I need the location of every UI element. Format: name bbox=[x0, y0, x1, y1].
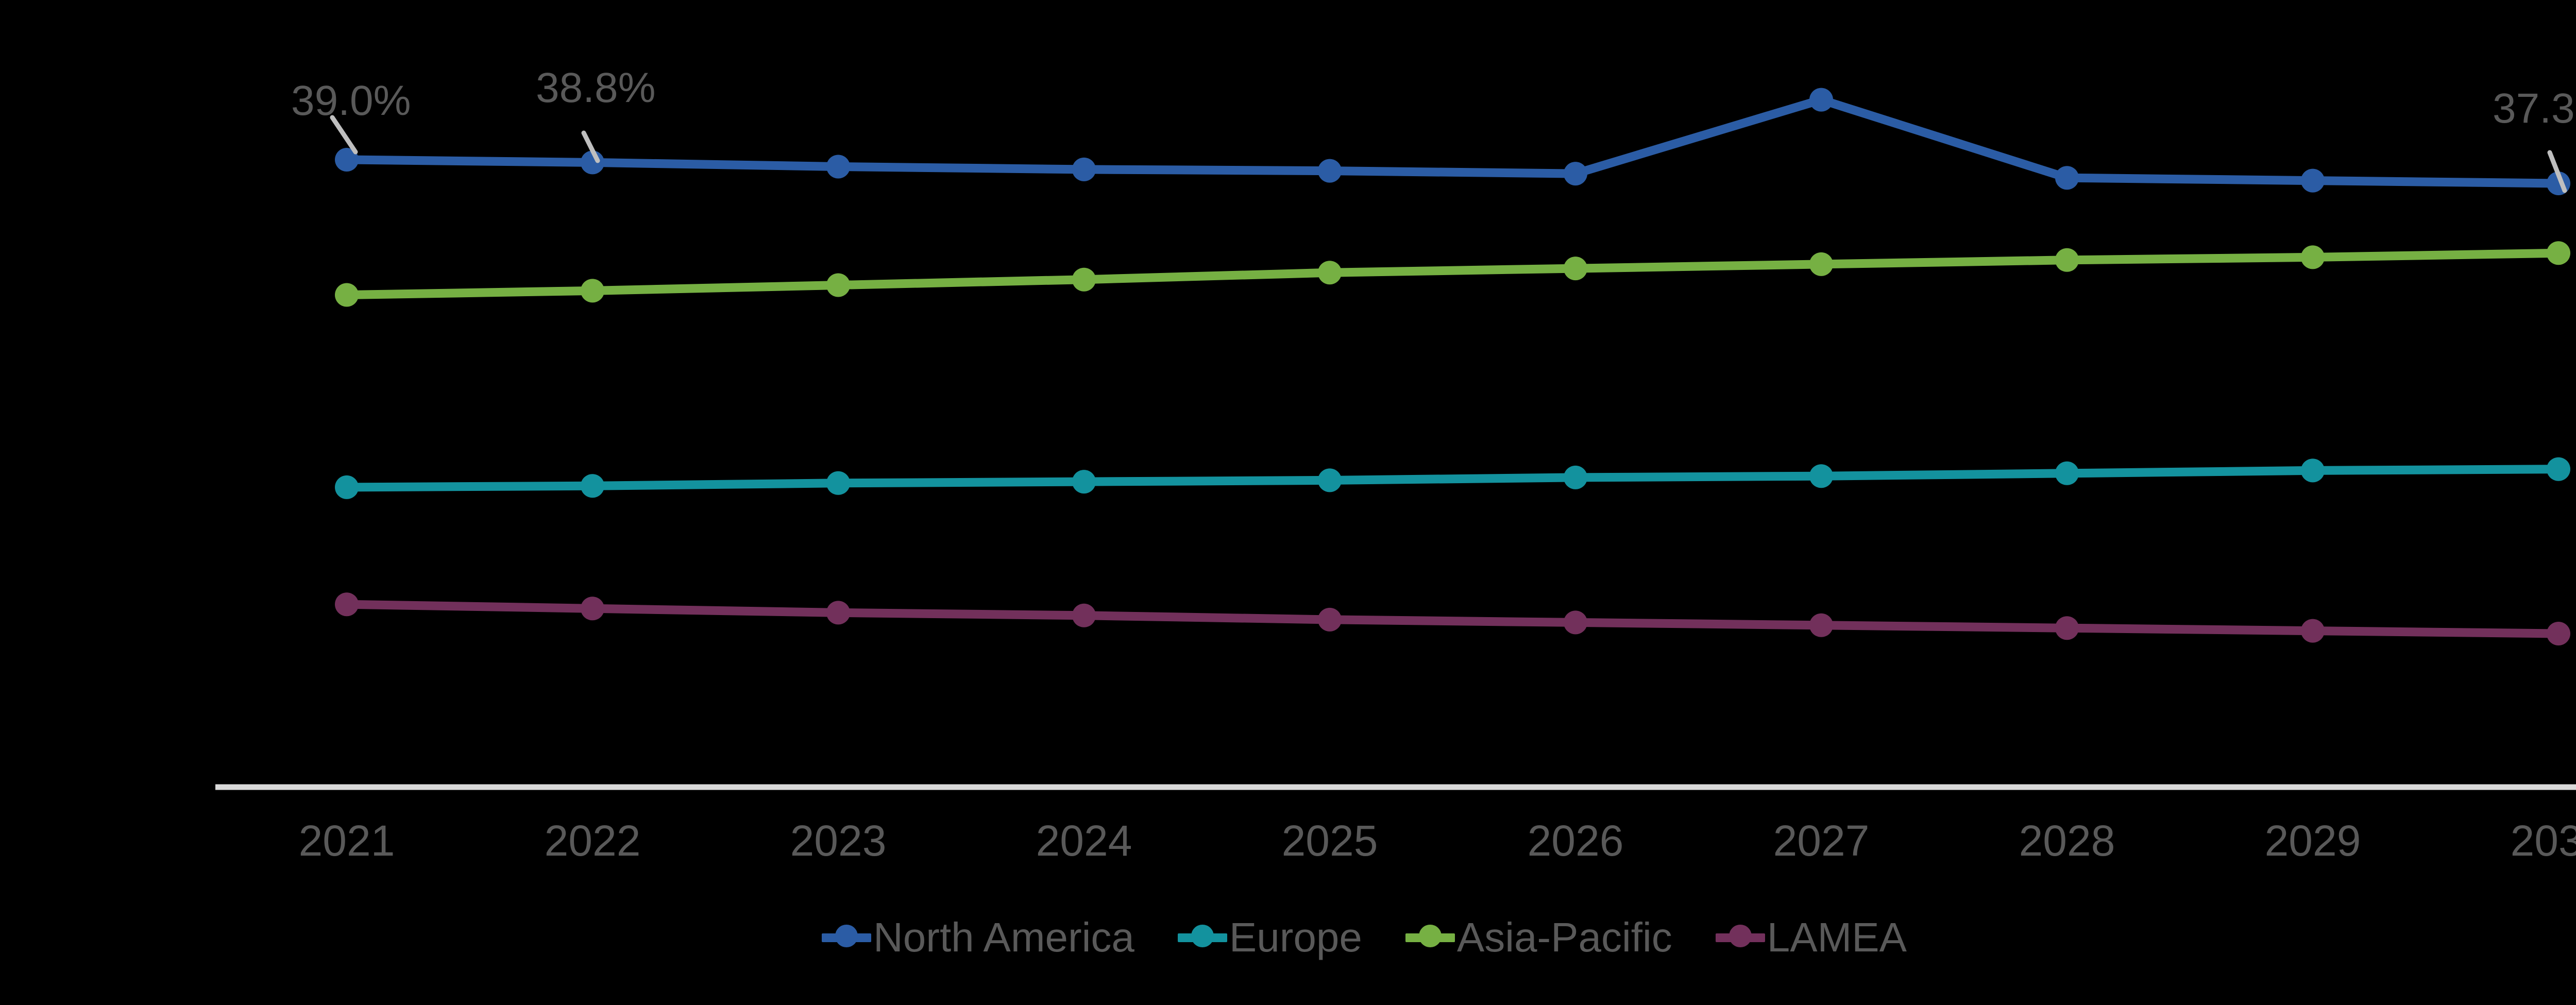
data-point-marker[interactable] bbox=[1564, 162, 1587, 186]
series-lamea bbox=[335, 592, 2570, 645]
legend-label-europe: Europe bbox=[1229, 914, 1362, 960]
series-asia-pacific bbox=[335, 241, 2570, 307]
data-point-marker[interactable] bbox=[2055, 166, 2079, 190]
data-point-marker[interactable] bbox=[581, 279, 604, 303]
data-point-marker[interactable] bbox=[2301, 458, 2325, 483]
data-point-marker[interactable] bbox=[1318, 468, 1342, 492]
data-point-marker[interactable] bbox=[1564, 610, 1587, 635]
data-label-2021-north-america: 39.0% bbox=[291, 77, 411, 124]
data-point-marker[interactable] bbox=[581, 474, 604, 498]
data-point-marker[interactable] bbox=[2055, 461, 2079, 485]
data-point-marker[interactable] bbox=[826, 601, 850, 625]
data-point-marker[interactable] bbox=[826, 471, 850, 495]
legend-marker-icon-lamea bbox=[1715, 919, 1765, 956]
data-point-marker[interactable] bbox=[1318, 607, 1342, 632]
data-point-marker[interactable] bbox=[1809, 88, 1833, 112]
x-tick-label-2022: 2022 bbox=[544, 816, 641, 865]
data-point-marker[interactable] bbox=[2301, 619, 2325, 643]
data-point-marker[interactable] bbox=[1809, 613, 1833, 637]
legend-marker-icon-north-america bbox=[822, 919, 872, 956]
leader-lines bbox=[330, 115, 2567, 193]
legend-item-north-america[interactable]: North America bbox=[822, 917, 1134, 958]
data-point-marker[interactable] bbox=[1564, 465, 1587, 489]
data-point-marker[interactable] bbox=[1318, 159, 1342, 183]
data-point-marker[interactable] bbox=[2301, 168, 2325, 193]
data-point-marker[interactable] bbox=[335, 283, 359, 307]
legend-label-lamea: LAMEA bbox=[1767, 914, 1907, 960]
series-north-america bbox=[335, 88, 2570, 195]
data-point-marker[interactable] bbox=[2547, 622, 2570, 645]
series-europe bbox=[335, 457, 2570, 499]
series-line bbox=[342, 600, 2563, 638]
x-tick-label-2021: 2021 bbox=[298, 816, 395, 865]
data-label-2030-north-america: 37.3% bbox=[2493, 85, 2576, 132]
series-layer bbox=[335, 88, 2570, 645]
data-point-marker[interactable] bbox=[335, 148, 359, 172]
legend-item-lamea[interactable]: LAMEA bbox=[1715, 914, 1907, 960]
legend-marker-icon-europe bbox=[1177, 919, 1227, 956]
chart-legend: North America Europe Asia-Pacific LAMEA bbox=[0, 907, 2576, 968]
x-tick-label-2024: 2024 bbox=[1036, 816, 1132, 865]
data-point-marker[interactable] bbox=[1318, 261, 1342, 285]
x-tick-label-2026: 2026 bbox=[1527, 816, 1624, 865]
legend-label-asia-pacific: Asia-Pacific bbox=[1456, 914, 1672, 960]
data-point-marker[interactable] bbox=[581, 150, 604, 175]
data-point-marker[interactable] bbox=[1809, 252, 1833, 276]
x-tick-label-2030: 2030 bbox=[2510, 816, 2576, 865]
x-tick-label-2028: 2028 bbox=[2019, 816, 2115, 865]
data-point-marker[interactable] bbox=[1564, 257, 1587, 281]
series-line bbox=[342, 465, 2563, 492]
x-tick-label-2025: 2025 bbox=[1281, 816, 1378, 865]
data-point-marker[interactable] bbox=[2055, 248, 2079, 272]
leader-line-2021 bbox=[330, 115, 358, 155]
data-point-marker[interactable] bbox=[1809, 464, 1833, 488]
data-point-marker[interactable] bbox=[1072, 267, 1096, 292]
series-line bbox=[342, 95, 2563, 188]
series-line bbox=[342, 248, 2563, 299]
legend-item-asia-pacific[interactable]: Asia-Pacific bbox=[1405, 917, 1672, 958]
leader-line-2030 bbox=[2547, 150, 2567, 193]
x-tick-label-2027: 2027 bbox=[1773, 816, 1870, 865]
data-point-marker[interactable] bbox=[335, 592, 359, 617]
x-tick-label-2023: 2023 bbox=[790, 816, 887, 865]
data-point-marker[interactable] bbox=[1072, 470, 1096, 494]
legend-item-europe[interactable]: Europe bbox=[1177, 914, 1362, 960]
data-point-marker[interactable] bbox=[581, 597, 604, 621]
data-label-2022-north-america: 38.8% bbox=[536, 64, 656, 111]
data-point-marker[interactable] bbox=[335, 475, 359, 499]
data-point-marker[interactable] bbox=[826, 273, 850, 297]
data-point-marker[interactable] bbox=[826, 155, 850, 179]
legend-label-north-america: North America bbox=[873, 914, 1134, 960]
data-point-marker[interactable] bbox=[2547, 457, 2570, 481]
data-point-marker[interactable] bbox=[2547, 241, 2570, 265]
data-point-marker[interactable] bbox=[2055, 616, 2079, 640]
legend-marker-icon-asia-pacific bbox=[1405, 919, 1455, 956]
data-point-marker[interactable] bbox=[1072, 603, 1096, 627]
data-point-marker[interactable] bbox=[1072, 157, 1096, 181]
data-point-marker[interactable] bbox=[2301, 245, 2325, 269]
leader-line-2022 bbox=[581, 130, 600, 163]
x-tick-label-2029: 2029 bbox=[2264, 816, 2361, 865]
